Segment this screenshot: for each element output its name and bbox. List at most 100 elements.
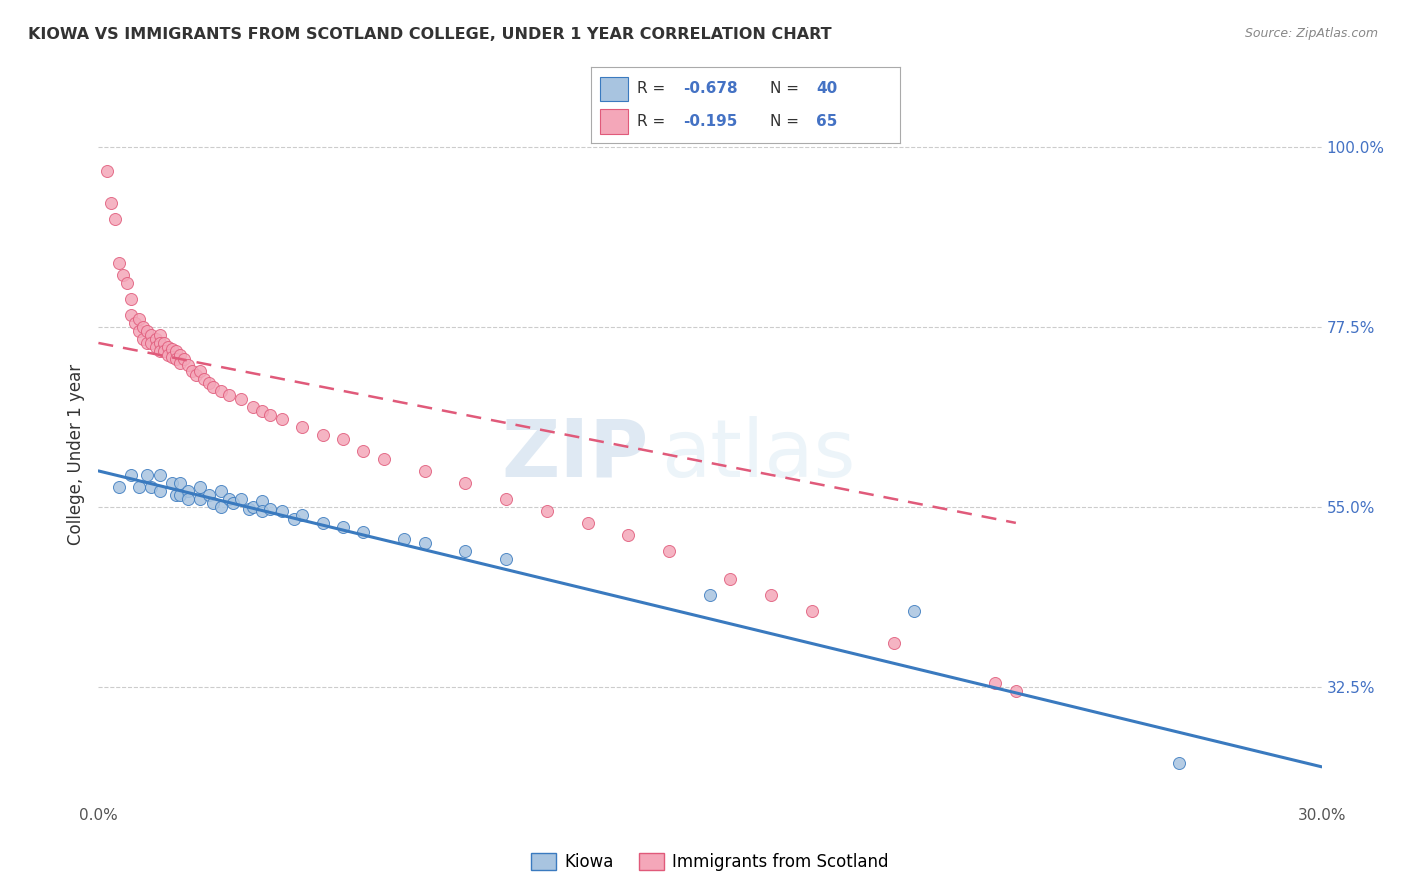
- Text: R =: R =: [637, 80, 671, 95]
- Point: [177, 491, 200, 506]
- Point: [193, 372, 215, 386]
- Point: [156, 348, 179, 362]
- Point: [169, 356, 191, 370]
- Point: [115, 276, 138, 290]
- Point: [177, 483, 200, 498]
- Point: [312, 516, 335, 530]
- Point: [111, 268, 134, 282]
- Point: [169, 488, 191, 502]
- Point: [181, 364, 204, 378]
- Point: [128, 312, 150, 326]
- Point: [165, 488, 187, 502]
- Point: [413, 464, 436, 478]
- Point: [250, 504, 273, 518]
- Point: [141, 335, 163, 350]
- Point: [312, 428, 335, 442]
- Point: [149, 343, 172, 358]
- Point: [250, 493, 273, 508]
- Point: [536, 504, 558, 518]
- Text: N =: N =: [770, 80, 804, 95]
- Point: [1167, 756, 1189, 770]
- Point: [352, 444, 374, 458]
- Legend: Kiowa, Immigrants from Scotland: Kiowa, Immigrants from Scotland: [524, 847, 896, 878]
- Point: [132, 332, 155, 346]
- Point: [209, 500, 232, 514]
- Point: [392, 532, 416, 546]
- Point: [156, 340, 179, 354]
- Text: R =: R =: [637, 114, 671, 129]
- Bar: [600, 77, 627, 101]
- Point: [801, 604, 824, 618]
- Point: [160, 342, 183, 356]
- Point: [332, 432, 354, 446]
- Point: [231, 392, 253, 406]
- Point: [165, 351, 187, 366]
- Point: [270, 504, 294, 518]
- Point: [218, 491, 240, 506]
- Point: [259, 501, 281, 516]
- Point: [238, 501, 260, 516]
- Point: [124, 316, 146, 330]
- Point: [128, 480, 150, 494]
- Point: [201, 496, 224, 510]
- Point: [209, 483, 232, 498]
- Point: [454, 475, 477, 490]
- Point: [242, 400, 264, 414]
- Point: [658, 544, 681, 558]
- Point: [209, 384, 232, 398]
- Point: [373, 451, 395, 466]
- Point: [883, 636, 905, 650]
- Point: [104, 212, 127, 227]
- Point: [108, 480, 131, 494]
- Point: [160, 350, 183, 364]
- Y-axis label: College, Under 1 year: College, Under 1 year: [67, 364, 86, 546]
- Point: [761, 588, 783, 602]
- Point: [145, 340, 167, 354]
- Point: [242, 500, 264, 514]
- Point: [152, 335, 174, 350]
- Point: [291, 508, 314, 522]
- Point: [576, 516, 599, 530]
- Point: [201, 380, 224, 394]
- Point: [617, 528, 640, 542]
- Point: [231, 491, 253, 506]
- Text: KIOWA VS IMMIGRANTS FROM SCOTLAND COLLEGE, UNDER 1 YEAR CORRELATION CHART: KIOWA VS IMMIGRANTS FROM SCOTLAND COLLEG…: [28, 27, 832, 42]
- Point: [108, 256, 131, 270]
- Point: [222, 496, 245, 510]
- Point: [136, 324, 159, 338]
- Point: [141, 480, 163, 494]
- Point: [100, 196, 122, 211]
- Text: -0.195: -0.195: [683, 114, 738, 129]
- Point: [128, 324, 150, 338]
- Point: [132, 320, 155, 334]
- Point: [120, 308, 142, 322]
- Point: [495, 552, 517, 566]
- Point: [149, 335, 172, 350]
- Point: [283, 512, 305, 526]
- Point: [1004, 683, 1026, 698]
- Point: [188, 491, 212, 506]
- Text: N =: N =: [770, 114, 804, 129]
- Point: [259, 408, 281, 422]
- Bar: [600, 110, 627, 134]
- Point: [197, 488, 219, 502]
- Point: [169, 348, 191, 362]
- Text: 40: 40: [817, 80, 838, 95]
- Point: [149, 467, 172, 482]
- Point: [149, 483, 172, 498]
- Point: [332, 520, 354, 534]
- Point: [218, 388, 240, 402]
- Point: [120, 292, 142, 306]
- Point: [136, 335, 159, 350]
- Point: [352, 525, 374, 540]
- Point: [454, 544, 477, 558]
- Point: [699, 588, 721, 602]
- Point: [169, 475, 191, 490]
- Point: [291, 420, 314, 434]
- Point: [152, 343, 174, 358]
- Point: [145, 332, 167, 346]
- Point: [160, 475, 183, 490]
- Text: 65: 65: [817, 114, 838, 129]
- Point: [197, 376, 219, 390]
- Point: [984, 676, 1007, 690]
